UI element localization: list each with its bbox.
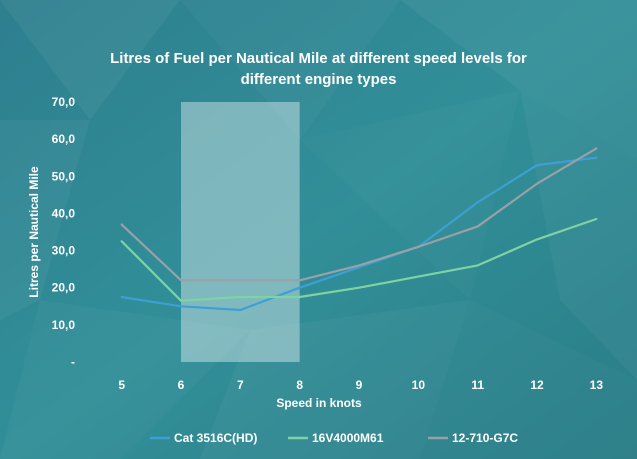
chart-title-line-2: different engine types [241, 71, 397, 88]
legend-label: Cat 3516C(HD) [174, 431, 257, 445]
x-tick-label: 5 [118, 378, 125, 392]
chart-title-line-1: Litres of Fuel per Nautical Mile at diff… [110, 50, 527, 67]
x-axis-label: Speed in knots [276, 396, 362, 410]
highlight-band [181, 102, 300, 362]
legend: Cat 3516C(HD) 16V4000M61 12-710-G7C [150, 431, 518, 445]
series-line-1 [120, 156, 598, 312]
y-tick-label: 30,0 [52, 244, 76, 258]
x-tick-label: 10 [412, 378, 426, 392]
x-tick-label: 6 [178, 378, 185, 392]
y-tick-label: 20,0 [52, 281, 76, 295]
series-line-2 [120, 217, 598, 302]
y-tick-label: 40,0 [52, 206, 76, 220]
x-tick-label: 7 [237, 378, 244, 392]
y-tick-label: - [71, 355, 75, 369]
x-tick-label: 12 [530, 378, 544, 392]
y-tick-label: 60,0 [52, 132, 76, 146]
series-line-3 [120, 147, 598, 282]
y-tick-label: 50,0 [52, 169, 76, 183]
x-tick-label: 9 [356, 378, 363, 392]
x-tick-label: 13 [590, 378, 604, 392]
y-tick-label: 70,0 [52, 95, 76, 109]
legend-label: 16V4000M61 [312, 431, 384, 445]
x-tick-label: 8 [296, 378, 303, 392]
x-tick-label: 11 [471, 378, 484, 392]
y-tick-label: 10,0 [52, 318, 76, 332]
y-axis-label: Litres per Nautical Mile [27, 166, 41, 298]
legend-label: 12-710-G7C [452, 431, 518, 445]
